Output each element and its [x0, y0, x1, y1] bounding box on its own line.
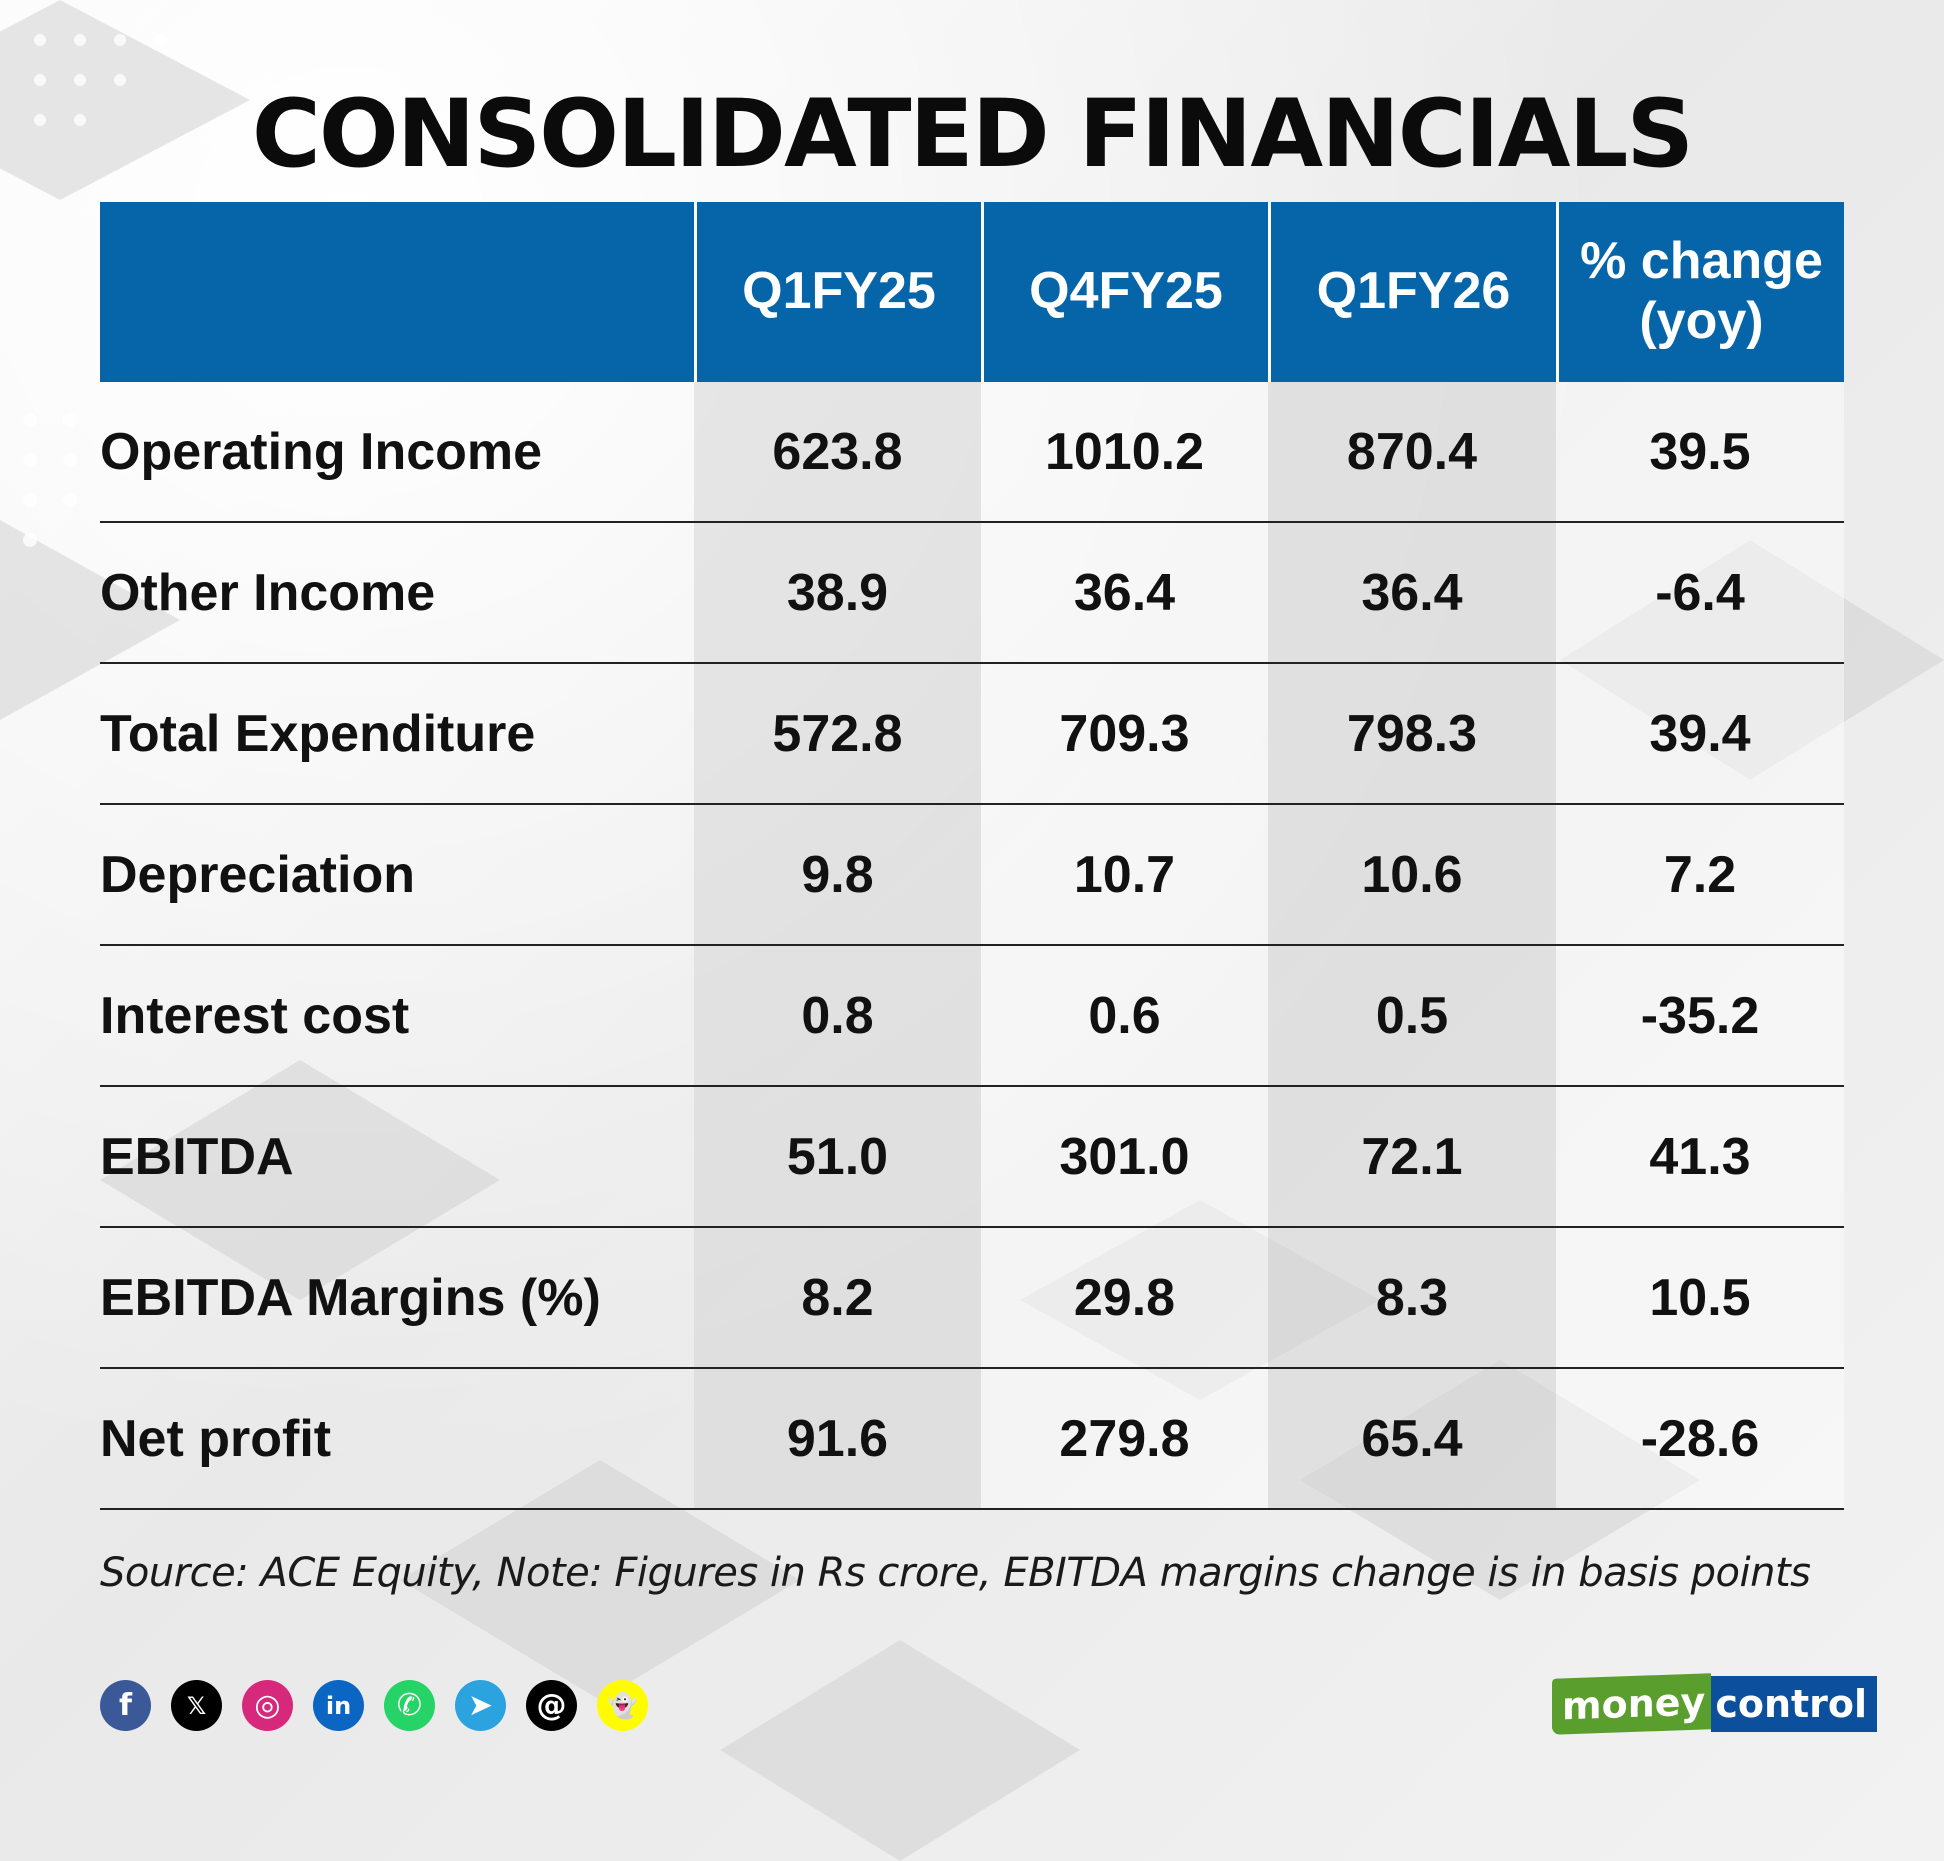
table-cell: 870.4 — [1268, 382, 1556, 523]
x-icon[interactable]: 𝕏 — [171, 1680, 222, 1731]
row-label: EBITDA Margins (%) — [100, 1228, 694, 1369]
table-cell: 10.7 — [981, 805, 1268, 946]
whatsapp-icon[interactable]: ✆ — [384, 1680, 435, 1731]
table-cell: 36.4 — [1268, 523, 1556, 664]
page-title: CONSOLIDATED FINANCIALS — [251, 80, 1694, 189]
table-cell: 1010.2 — [981, 382, 1268, 523]
social-icons: f 𝕏 ◎ in ✆ ➤ @ 👻 — [100, 1680, 648, 1731]
table-cell: 8.3 — [1268, 1228, 1556, 1369]
table-cell: 39.4 — [1556, 664, 1844, 805]
header-cell: Q4FY25 — [981, 202, 1268, 382]
header-cell-blank — [100, 202, 694, 382]
table-cell: -28.6 — [1556, 1369, 1844, 1510]
logo-control: control — [1711, 1676, 1878, 1732]
row-label: Other Income — [100, 523, 694, 664]
table-cell: 709.3 — [981, 664, 1268, 805]
table-cell: 39.5 — [1556, 382, 1844, 523]
row-label: Net profit — [100, 1369, 694, 1510]
table-cell: 301.0 — [981, 1087, 1268, 1228]
table-cell: 0.8 — [694, 946, 981, 1087]
table-cell: 91.6 — [694, 1369, 981, 1510]
table-cell: 798.3 — [1268, 664, 1556, 805]
snapchat-icon[interactable]: 👻 — [597, 1680, 648, 1731]
table-cell: 38.9 — [694, 523, 981, 664]
threads-icon[interactable]: @ — [526, 1680, 577, 1731]
header-cell: % change (yoy) — [1556, 202, 1844, 382]
table-cell: 7.2 — [1556, 805, 1844, 946]
telegram-icon[interactable]: ➤ — [455, 1680, 506, 1731]
source-note: Source: ACE Equity, Note: Figures in Rs … — [100, 1550, 1811, 1596]
row-label: Operating Income — [100, 382, 694, 523]
row-label: Total Expenditure — [100, 664, 694, 805]
table-cell: 72.1 — [1268, 1087, 1556, 1228]
row-label: Depreciation — [100, 805, 694, 946]
table-cell: 623.8 — [694, 382, 981, 523]
row-label: Interest cost — [100, 946, 694, 1087]
table-cell: 65.4 — [1268, 1369, 1556, 1510]
header-cell: Q1FY25 — [694, 202, 981, 382]
moneycontrol-logo: money control — [1552, 1673, 1878, 1735]
table-cell: 279.8 — [981, 1369, 1268, 1510]
linkedin-icon[interactable]: in — [313, 1680, 364, 1731]
facebook-icon[interactable]: f — [100, 1680, 151, 1731]
table-cell: 8.2 — [694, 1228, 981, 1369]
instagram-icon[interactable]: ◎ — [242, 1680, 293, 1731]
table-cell: 0.5 — [1268, 946, 1556, 1087]
header-cell: Q1FY26 — [1268, 202, 1556, 382]
table-cell: 9.8 — [694, 805, 981, 946]
row-label: EBITDA — [100, 1087, 694, 1228]
table-cell: 0.6 — [981, 946, 1268, 1087]
table-cell: 36.4 — [981, 523, 1268, 664]
table-cell: -35.2 — [1556, 946, 1844, 1087]
table-cell: 29.8 — [981, 1228, 1268, 1369]
table-cell: 41.3 — [1556, 1087, 1844, 1228]
table-cell: 10.5 — [1556, 1228, 1844, 1369]
table-cell: 51.0 — [694, 1087, 981, 1228]
financials-table: Q1FY25 Q4FY25 Q1FY26% change (yoy) Operatin… — [100, 202, 1844, 1510]
logo-money: money — [1552, 1673, 1712, 1735]
table-cell: -6.4 — [1556, 523, 1844, 664]
table-cell: 10.6 — [1268, 805, 1556, 946]
table-cell: 572.8 — [694, 664, 981, 805]
